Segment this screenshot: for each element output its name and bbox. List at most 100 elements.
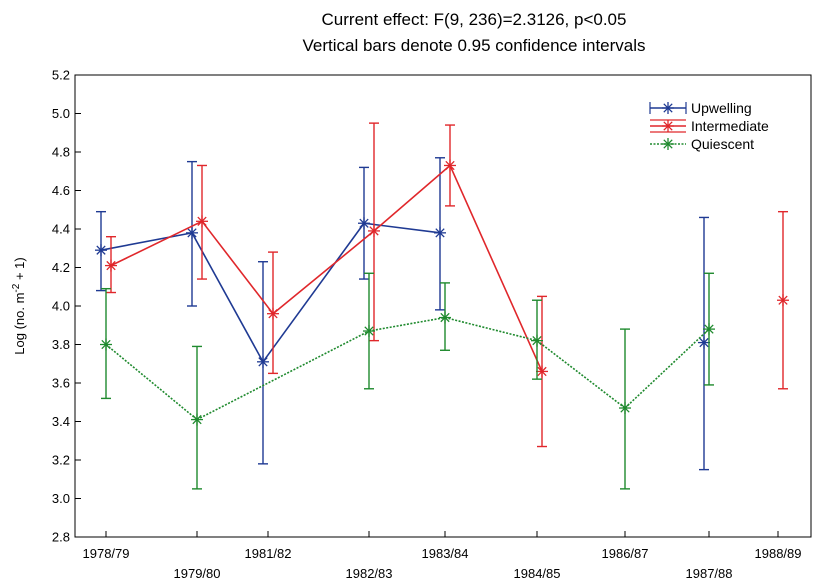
y-tick-label: 4.2	[52, 260, 70, 275]
data-point	[439, 311, 451, 324]
data-point	[196, 215, 208, 228]
marker-stroke	[663, 121, 673, 131]
data-point	[531, 334, 543, 347]
y-tick-label: 2.8	[52, 530, 70, 545]
data-point	[100, 338, 112, 351]
y-tick-label: 5.0	[52, 106, 70, 121]
series-line-segment	[191, 232, 264, 363]
data-point	[191, 413, 203, 426]
series-line-segment	[449, 165, 543, 372]
data-point	[105, 259, 117, 272]
data-point	[444, 159, 456, 172]
marker-stroke	[106, 260, 116, 271]
y-tick-label: 3.0	[52, 491, 70, 506]
series-line-segment	[272, 230, 375, 315]
marker-stroke	[192, 414, 202, 425]
series-layer	[95, 122, 789, 490]
y-tick-label: 3.4	[52, 414, 70, 429]
legend: Upwelling Intermediate Quiescent	[649, 100, 769, 152]
y-tick-label: 4.4	[52, 222, 70, 237]
marker-stroke	[663, 139, 673, 149]
marker-stroke	[258, 357, 268, 367]
y-axis-label: Log (no. m-2 + 1)	[11, 257, 27, 354]
series-line-segment	[262, 222, 365, 363]
series-line-segment	[105, 343, 198, 421]
marker-stroke	[101, 339, 111, 350]
data-point	[777, 294, 789, 307]
data-point	[267, 307, 279, 320]
marker-stroke	[440, 312, 450, 323]
marker-stroke	[620, 403, 630, 413]
data-point	[257, 355, 269, 368]
marker-stroke	[187, 228, 197, 238]
legend-marker	[662, 138, 674, 150]
y-axis-label-suffix: + 1)	[12, 257, 27, 283]
y-tick-label: 4.6	[52, 183, 70, 198]
x-tick-label: 1986/87	[602, 546, 649, 561]
legend-label: Upwelling	[691, 100, 752, 116]
marker-stroke	[369, 226, 379, 236]
x-tick-label: 1979/80	[174, 566, 221, 581]
x-tick-label: 1987/88	[686, 566, 733, 581]
x-tick-label: 1984/85	[514, 566, 561, 581]
data-point	[619, 402, 631, 415]
data-point	[434, 226, 446, 239]
series-line-segment	[536, 340, 626, 409]
x-axis: 1978/79 1979/80 1981/82 1982/83 1983/84 1984/…	[83, 531, 802, 581]
marker-stroke	[364, 326, 374, 336]
series-line-segment	[368, 316, 446, 332]
series-line-segment	[363, 222, 441, 234]
marker-stroke	[778, 295, 788, 305]
y-tick-label: 4.0	[52, 299, 70, 314]
legend-label: Quiescent	[691, 136, 754, 152]
series-line-segment	[100, 232, 193, 251]
legend-item: Intermediate	[650, 118, 769, 134]
data-point	[698, 336, 710, 349]
marker-stroke	[268, 309, 278, 319]
marker-stroke	[663, 103, 673, 113]
data-point	[363, 325, 375, 338]
y-axis-label-superscript: -2	[11, 283, 22, 292]
x-tick-label: 1981/82	[245, 546, 292, 561]
y-tick-label: 4.8	[52, 145, 70, 160]
legend-label: Intermediate	[691, 118, 769, 134]
x-tick-label: 1982/83	[346, 566, 393, 581]
chart-title-line-2: Vertical bars denote 0.95 confidence int…	[302, 36, 645, 55]
y-tick-label: 3.8	[52, 337, 70, 352]
chart-title-line-1: Current effect: F(9, 236)=2.3126, p<0.05	[322, 10, 627, 29]
series-line-segment	[624, 328, 710, 409]
series-intermediate	[105, 122, 789, 448]
y-axis-label-text: Log (no. m	[12, 293, 27, 355]
series-line-segment	[373, 164, 451, 232]
x-tick-label: 1988/89	[755, 546, 802, 561]
marker-stroke	[699, 337, 709, 348]
legend-item: Quiescent	[650, 136, 754, 152]
data-point	[358, 217, 370, 230]
marker-stroke	[445, 160, 455, 171]
series-line-segment	[196, 330, 370, 421]
marker-stroke	[704, 324, 714, 334]
y-tick-label: 3.2	[52, 453, 70, 468]
series-line-segment	[444, 316, 538, 342]
legend-marker	[662, 120, 674, 132]
data-point	[536, 365, 548, 378]
marker-stroke	[537, 366, 547, 377]
legend-item: Upwelling	[649, 100, 752, 116]
y-axis: 2.8 3.0 3.2 3.4 3.6 3.8 4.0 4.2 4.4 4.6 4.8 5.0 5.2	[52, 68, 81, 545]
marker-stroke	[96, 245, 106, 255]
x-tick-label: 1978/79	[83, 546, 130, 561]
y-tick-label: 5.2	[52, 68, 70, 83]
marker-stroke	[197, 216, 207, 226]
series-upwelling	[95, 157, 710, 471]
marker-stroke	[532, 335, 542, 346]
marker-stroke	[359, 218, 369, 228]
y-tick-label: 3.6	[52, 376, 70, 391]
series-line-segment	[110, 220, 203, 267]
data-point	[368, 224, 380, 237]
marker-stroke	[435, 228, 445, 238]
series-line-segment	[201, 220, 274, 315]
data-point	[186, 226, 198, 239]
x-tick-label: 1983/84	[422, 546, 469, 561]
data-point	[95, 244, 107, 257]
